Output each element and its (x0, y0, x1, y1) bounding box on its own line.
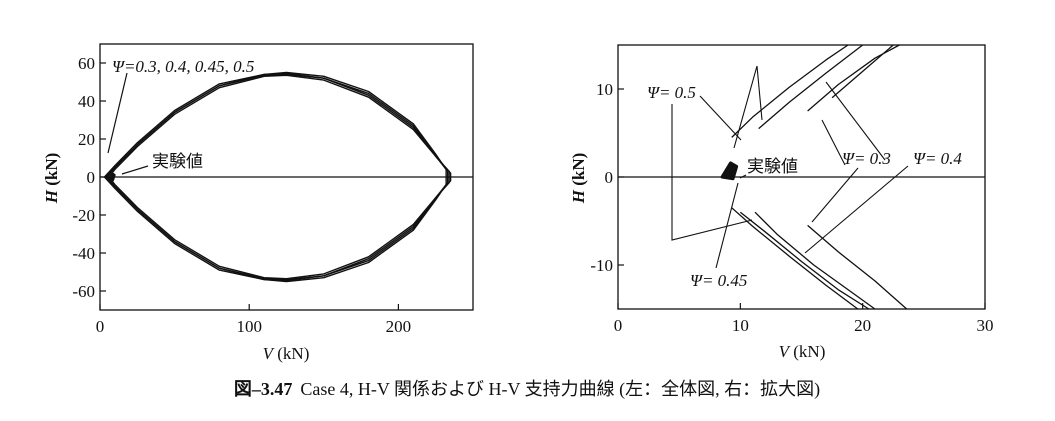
psi-03-lower-callout (811, 167, 859, 223)
psi-04-annotation: Ψ= 0.4 (913, 149, 962, 168)
envelope-curve (731, 44, 849, 138)
psi-045-annotation: Ψ= 0.45 (690, 271, 747, 290)
zoomed-x-axis-label: V (kN) (779, 342, 826, 361)
zoomed-y-axis-label: H (kN) (569, 153, 588, 205)
zoomed-chart-curves (720, 44, 908, 310)
experiment-cluster-mark (720, 161, 739, 181)
y-tick-label: 10 (596, 80, 613, 99)
y-tick-label: 40 (78, 92, 95, 111)
overall-y-axis-label: H (kN) (42, 153, 61, 205)
envelope-lower-curve (108, 176, 452, 280)
y-tick-label: 0 (87, 168, 96, 187)
y-tick-label: 60 (78, 54, 95, 73)
envelope-lower-curve (106, 176, 450, 281)
envelope-curve (807, 224, 908, 310)
x-tick-label: 100 (236, 317, 262, 336)
overall-chart-curves (103, 71, 452, 283)
psi-04-lower-callout (804, 165, 909, 254)
zoomed-chart: 0 10 20 30 -10 0 10 Ψ= 0.5 Ψ= 0.3 Ψ= 0.4 Ψ= 0.… (569, 44, 994, 361)
x-tick-label: 10 (732, 316, 749, 335)
envelope-lower-curve (103, 176, 447, 283)
overall-experiment-arrow (121, 165, 149, 175)
overall-psi-arrow-line (107, 72, 128, 154)
y-tick-label: -10 (590, 256, 613, 275)
y-tick-label: 0 (605, 168, 614, 187)
experiment-callout (739, 174, 747, 179)
psi-05-peak-callout (733, 65, 763, 149)
x-tick-label: 0 (96, 317, 105, 336)
psi-05-lower-callout (671, 104, 753, 241)
zoomed-chart-ticks: 0 10 20 30 -10 0 10 (590, 80, 993, 335)
figure-caption-label: 図–3.47 (234, 379, 293, 399)
envelope-curve (739, 211, 870, 310)
overall-psi-annotation: Ψ=0.3, 0.4, 0.45, 0.5 (112, 57, 254, 76)
figure-caption: 図–3.47 Case 4, H-V 関係および H-V 支持力曲線 (左：全体図… (234, 379, 820, 400)
psi-045-callout (715, 182, 739, 269)
y-tick-label: -60 (72, 282, 95, 301)
x-tick-label: 0 (614, 316, 623, 335)
overall-chart-ticks: 0 100 200 -60 -40 -20 0 20 40 60 (72, 54, 411, 336)
psi-04-callout (825, 81, 886, 161)
y-tick-label: -20 (72, 206, 95, 225)
experiment-cluster-mark (109, 172, 116, 182)
figure-caption-text: Case 4, H-V 関係および H-V 支持力曲線 (左：全体図, 右：拡大… (300, 379, 820, 400)
psi-03-callout (821, 119, 846, 166)
psi-05-annotation: Ψ= 0.5 (647, 83, 696, 102)
envelope-curve (831, 44, 894, 99)
zoomed-callouts (671, 65, 909, 269)
overall-x-axis-label: V (kN) (263, 344, 310, 363)
envelope-upper-curve (108, 74, 452, 178)
psi-05-callout (699, 95, 742, 141)
envelope-upper-curve (103, 71, 447, 178)
overall-experiment-annotation: 実験値 (152, 152, 203, 171)
envelope-curve (758, 44, 864, 130)
x-tick-label: 30 (977, 316, 994, 335)
x-tick-label: 200 (386, 317, 412, 336)
envelope-curve (807, 44, 900, 112)
x-tick-label: 20 (854, 316, 871, 335)
y-tick-label: 20 (78, 130, 95, 149)
zoomed-experiment-annotation: 実験値 (747, 157, 798, 176)
envelope-curve (731, 207, 859, 310)
overall-chart: 0 100 200 -60 -40 -20 0 20 40 60 Ψ=0.3, 0.4, 0.45… (42, 43, 474, 363)
y-tick-label: -40 (72, 244, 95, 263)
psi-03-annotation: Ψ= 0.3 (842, 149, 891, 168)
envelope-curve (754, 211, 876, 310)
